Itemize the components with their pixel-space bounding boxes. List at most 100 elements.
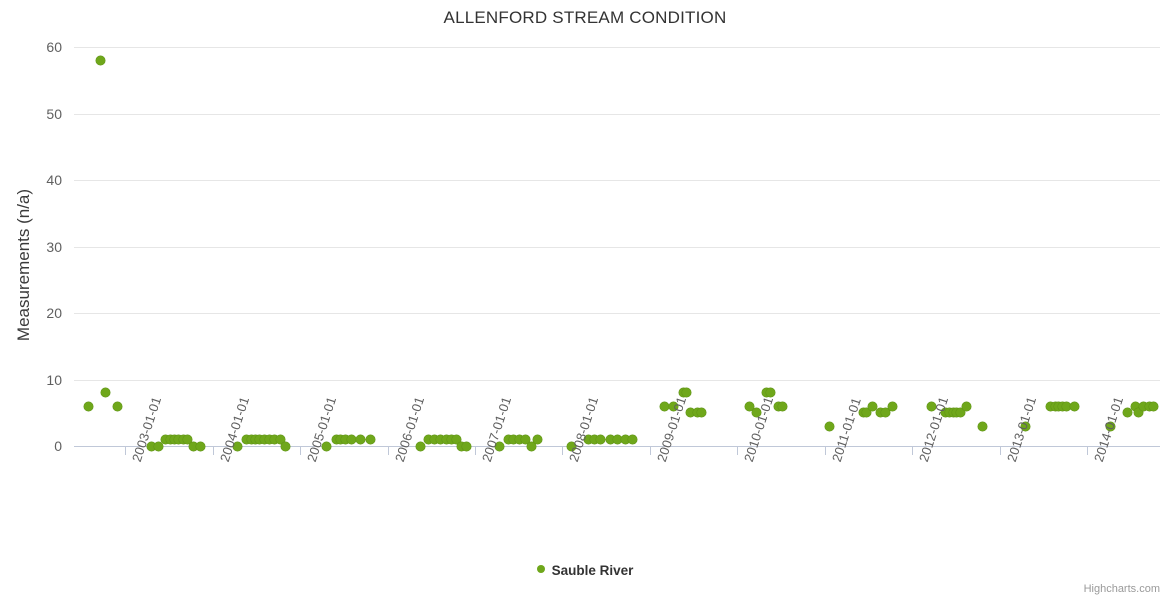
data-point[interactable] (423, 434, 433, 444)
data-point[interactable] (275, 434, 285, 444)
data-point[interactable] (436, 434, 446, 444)
x-tick-mark (737, 446, 739, 455)
data-point[interactable] (1130, 401, 1140, 411)
data-point[interactable] (264, 434, 274, 444)
gridline-y-60 (74, 47, 1160, 48)
chart-title: ALLENFORD STREAM CONDITION (443, 8, 727, 27)
data-point[interactable] (447, 434, 457, 444)
x-tick-mark (562, 446, 564, 455)
data-point[interactable] (84, 401, 94, 411)
data-point[interactable] (331, 434, 341, 444)
data-point[interactable] (365, 434, 375, 444)
x-tick-mark (300, 446, 302, 455)
data-point[interactable] (1061, 401, 1071, 411)
data-point[interactable] (96, 55, 106, 65)
data-point[interactable] (356, 434, 366, 444)
data-point[interactable] (183, 434, 193, 444)
data-point[interactable] (773, 401, 783, 411)
data-point[interactable] (628, 434, 638, 444)
data-point[interactable] (751, 408, 761, 418)
data-point[interactable] (955, 408, 965, 418)
data-point[interactable] (686, 408, 696, 418)
data-point[interactable] (100, 388, 110, 398)
data-point[interactable] (887, 401, 897, 411)
data-point[interactable] (1070, 401, 1080, 411)
data-point[interactable] (341, 434, 351, 444)
data-point[interactable] (416, 441, 426, 451)
data-point[interactable] (1134, 408, 1144, 418)
data-point[interactable] (1123, 408, 1133, 418)
data-point[interactable] (346, 434, 356, 444)
legend-item-sauble-river[interactable]: Sauble River (536, 562, 633, 578)
data-point[interactable] (613, 434, 623, 444)
data-point[interactable] (521, 434, 531, 444)
data-point[interactable] (761, 388, 771, 398)
data-point[interactable] (533, 434, 543, 444)
data-point[interactable] (584, 434, 594, 444)
data-point[interactable] (146, 441, 156, 451)
data-point[interactable] (1106, 421, 1116, 431)
data-point[interactable] (669, 401, 679, 411)
data-point[interactable] (255, 434, 265, 444)
data-point[interactable] (321, 441, 331, 451)
data-point[interactable] (269, 434, 279, 444)
data-point[interactable] (495, 441, 505, 451)
data-point[interactable] (681, 388, 691, 398)
data-point[interactable] (1021, 421, 1031, 431)
data-point[interactable] (461, 441, 471, 451)
data-point[interactable] (195, 441, 205, 451)
data-point[interactable] (744, 401, 754, 411)
data-point[interactable] (527, 441, 537, 451)
data-point[interactable] (1149, 401, 1159, 411)
data-point[interactable] (1046, 401, 1056, 411)
data-point[interactable] (161, 434, 171, 444)
x-tick-mark (475, 446, 477, 455)
data-point[interactable] (977, 421, 987, 431)
data-point[interactable] (178, 434, 188, 444)
data-point[interactable] (659, 401, 669, 411)
data-point[interactable] (241, 434, 251, 444)
gridline-y-50 (74, 113, 1160, 115)
data-point[interactable] (824, 421, 834, 431)
data-point[interactable] (620, 434, 630, 444)
data-point[interactable] (590, 434, 600, 444)
data-point[interactable] (233, 441, 243, 451)
x-tick-mark (912, 446, 914, 455)
data-point[interactable] (1139, 401, 1149, 411)
data-point[interactable] (567, 441, 577, 451)
data-point[interactable] (113, 401, 123, 411)
x-tick-mark (650, 446, 652, 455)
data-point[interactable] (260, 434, 270, 444)
data-point[interactable] (442, 434, 452, 444)
data-point[interactable] (766, 388, 776, 398)
data-point[interactable] (451, 434, 461, 444)
y-tick-label-20: 20 (46, 305, 62, 321)
data-point[interactable] (880, 408, 890, 418)
data-point[interactable] (962, 401, 972, 411)
data-point[interactable] (508, 434, 518, 444)
data-point[interactable] (189, 441, 199, 451)
data-point[interactable] (606, 434, 616, 444)
data-point[interactable] (281, 441, 291, 451)
data-point[interactable] (456, 441, 466, 451)
data-point[interactable] (336, 434, 346, 444)
gridline-y-20 (74, 313, 1160, 314)
data-point[interactable] (868, 401, 878, 411)
data-point[interactable] (429, 434, 439, 444)
gridline-y-10 (74, 379, 1160, 381)
data-point[interactable] (926, 401, 936, 411)
data-point[interactable] (862, 408, 872, 418)
data-point[interactable] (154, 441, 163, 451)
data-point[interactable] (778, 401, 788, 411)
data-point[interactable] (503, 434, 513, 444)
credits-label: Highcharts.com (1083, 583, 1160, 595)
data-point[interactable] (514, 434, 524, 444)
data-point[interactable] (875, 408, 885, 418)
data-point[interactable] (697, 408, 707, 418)
y-tick-label-0: 0 (54, 438, 62, 454)
data-point[interactable] (596, 434, 606, 444)
data-point[interactable] (173, 434, 183, 444)
y-tick-label-60: 60 (46, 39, 62, 55)
